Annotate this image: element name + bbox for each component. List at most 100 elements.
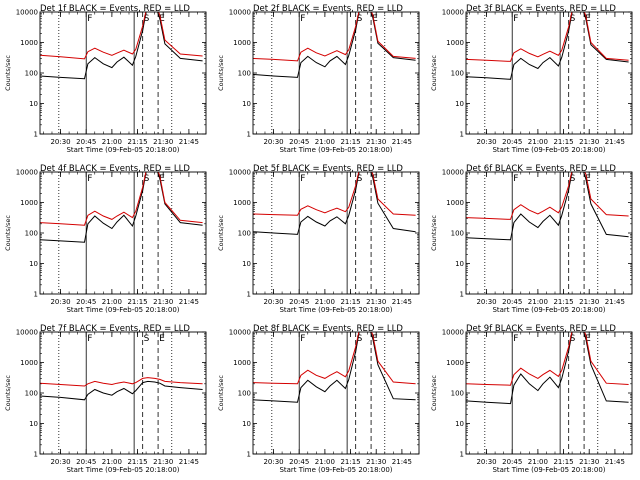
x-tick-label: 21:00 [528, 298, 548, 306]
time-marker-label: F [300, 14, 305, 24]
y-tick-label: 1 [247, 451, 251, 459]
x-axis-label: Start Time (09-Feb-05 20:18:00) [66, 306, 179, 314]
x-axis-label: Start Time (09-Feb-05 20:18:00) [66, 146, 179, 154]
y-tick-label: 10 [29, 100, 38, 108]
x-tick-label: 21:45 [179, 298, 199, 306]
y-axis-label: Counts/sec [430, 215, 438, 251]
x-tick-label: 21:00 [315, 458, 335, 466]
y-tick-label: 10000 [16, 329, 38, 337]
y-tick-label: 100 [238, 390, 251, 398]
x-tick-label: 20:30 [476, 458, 496, 466]
x-tick-label: 21:45 [605, 138, 625, 146]
lld-series-line [253, 332, 416, 385]
y-tick-label: 100 [238, 70, 251, 78]
x-tick-label: 20:30 [50, 298, 70, 306]
x-tick-label: 21:30 [153, 298, 173, 306]
x-axis-label: Start Time (09-Feb-05 20:18:00) [279, 146, 392, 154]
x-tick-label: 21:15 [553, 138, 573, 146]
time-marker-label: F [300, 174, 305, 184]
x-tick-label: 21:15 [127, 458, 147, 466]
time-marker-label: S [357, 14, 363, 24]
x-tick-label: 21:15 [127, 138, 147, 146]
x-tick-label: 21:15 [553, 298, 573, 306]
x-tick-label: 21:45 [179, 138, 199, 146]
y-tick-label: 10 [242, 100, 251, 108]
panel-title: Det 9f BLACK = Events, RED = LLD [466, 324, 616, 334]
plot-frame [465, 171, 633, 295]
x-tick-label: 21:30 [579, 458, 599, 466]
x-tick-label: 21:30 [153, 458, 173, 466]
time-marker-label: S [144, 334, 150, 344]
panel-title: Det 4f BLACK = Events, RED = LLD [40, 164, 190, 174]
y-tick-label: 10000 [442, 169, 464, 177]
time-marker-label: E [372, 14, 378, 24]
x-tick-label: 20:30 [263, 138, 283, 146]
time-marker-label: E [159, 334, 165, 344]
y-tick-label: 10000 [229, 329, 251, 337]
time-marker-label: F [87, 174, 92, 184]
time-marker-label: F [513, 174, 518, 184]
plot-frame [252, 331, 420, 455]
x-tick-label: 20:30 [476, 138, 496, 146]
y-tick-label: 1000 [446, 359, 464, 367]
y-tick-label: 1000 [233, 199, 251, 207]
events-series-line [466, 12, 629, 80]
detector-panel-8: Det 8f BLACK = Events, RED = LLD Counts/s… [217, 324, 420, 474]
y-tick-label: 1000 [20, 39, 38, 47]
plot-frame [465, 11, 633, 135]
y-tick-label: 10 [455, 420, 464, 428]
y-tick-label: 100 [25, 230, 38, 238]
x-tick-label: 20:30 [50, 138, 70, 146]
x-tick-label: 21:15 [340, 458, 360, 466]
y-tick-label: 100 [25, 390, 38, 398]
y-tick-label: 100 [451, 70, 464, 78]
panel-title: Det 5f BLACK = Events, RED = LLD [253, 164, 403, 174]
x-tick-label: 21:30 [366, 458, 386, 466]
y-axis-label: Counts/sec [430, 375, 438, 411]
y-tick-label: 1000 [20, 199, 38, 207]
x-tick-label: 21:00 [102, 298, 122, 306]
y-tick-label: 10000 [442, 9, 464, 17]
x-tick-label: 20:30 [476, 298, 496, 306]
x-tick-label: 20:30 [263, 298, 283, 306]
x-axis-label: Start Time (09-Feb-05 20:18:00) [492, 306, 605, 314]
y-tick-label: 1000 [446, 199, 464, 207]
x-tick-label: 21:00 [315, 138, 335, 146]
y-tick-label: 1 [247, 131, 251, 139]
x-tick-label: 21:30 [366, 298, 386, 306]
x-tick-label: 21:30 [579, 138, 599, 146]
detector-panel-9: Det 9f BLACK = Events, RED = LLD Counts/s… [430, 324, 633, 474]
time-marker-label: S [357, 334, 363, 344]
y-tick-label: 10000 [229, 169, 251, 177]
time-marker-label: S [570, 174, 576, 184]
lld-series-line [253, 172, 416, 216]
y-tick-label: 100 [238, 230, 251, 238]
y-tick-label: 10 [242, 420, 251, 428]
time-marker-label: E [372, 334, 378, 344]
lld-series-line [253, 12, 416, 62]
panel-title: Det 7f BLACK = Events, RED = LLD [40, 324, 190, 334]
detector-panel-1: Det 1f BLACK = Events, RED = LLD Counts/s… [4, 4, 207, 154]
lld-series-line [466, 172, 629, 220]
x-tick-label: 20:45 [289, 138, 309, 146]
events-series-line [466, 172, 629, 241]
y-tick-label: 10000 [16, 9, 38, 17]
y-tick-label: 10000 [442, 329, 464, 337]
time-marker-label: F [513, 334, 518, 344]
lld-series-line [466, 332, 629, 386]
x-tick-label: 21:00 [528, 458, 548, 466]
y-tick-label: 1 [34, 451, 38, 459]
x-tick-label: 20:30 [263, 458, 283, 466]
x-tick-label: 20:45 [502, 138, 522, 146]
y-axis-label: Counts/sec [217, 55, 225, 91]
x-tick-label: 21:45 [392, 138, 412, 146]
x-tick-label: 21:30 [153, 138, 173, 146]
x-tick-label: 20:45 [76, 458, 96, 466]
y-tick-label: 100 [25, 70, 38, 78]
detector-panel-2: Det 2f BLACK = Events, RED = LLD Counts/s… [217, 4, 420, 154]
detector-panel-6: Det 6f BLACK = Events, RED = LLD Counts/s… [430, 164, 633, 314]
y-tick-label: 1000 [233, 359, 251, 367]
y-tick-label: 1000 [20, 359, 38, 367]
x-tick-label: 21:45 [392, 298, 412, 306]
